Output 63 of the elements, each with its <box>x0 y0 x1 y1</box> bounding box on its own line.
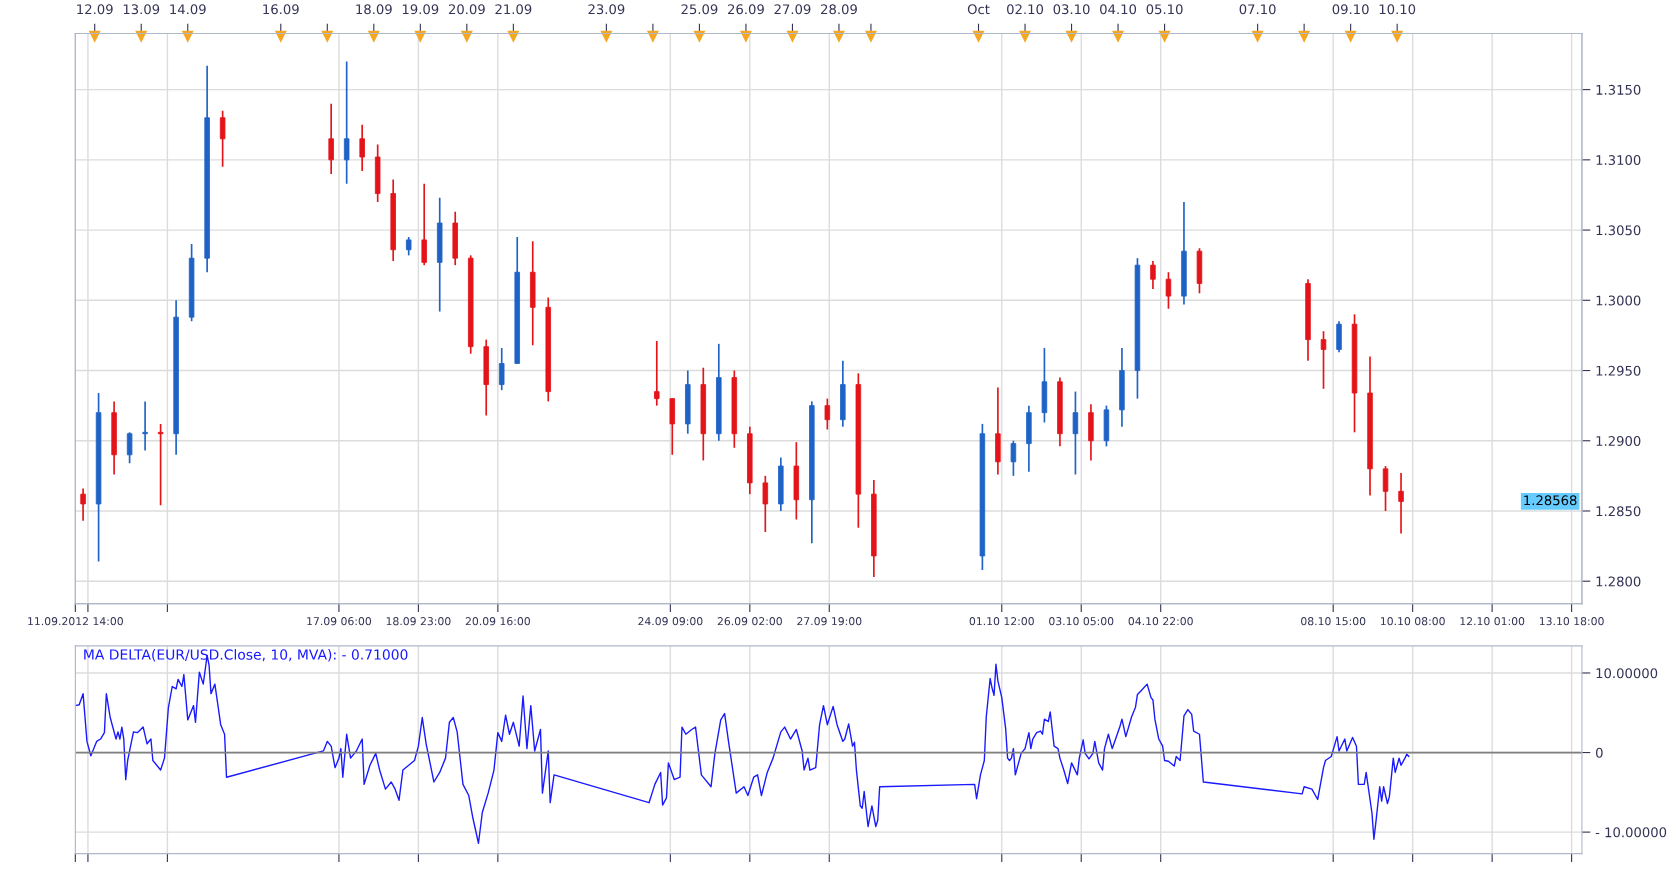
candlestick <box>1103 404 1110 448</box>
y-tick-label: 1.2800 <box>1596 576 1641 587</box>
x-tick-label: 03.10 05:00 <box>1049 617 1114 626</box>
x-tick-label: 20.09 16:00 <box>465 617 530 626</box>
x-tick-label: 04.10 22:00 <box>1128 617 1193 626</box>
x-tick-label: 10.10 08:00 <box>1381 617 1445 626</box>
x-tick-label: 08.10 15:00 <box>1301 617 1366 626</box>
x-tick-label: 27.09 19:00 <box>797 617 862 626</box>
y-tick-label: 1.3000 <box>1596 295 1641 306</box>
candlestick <box>1196 247 1203 295</box>
x-tick-label: 11.09.2012 14:00 <box>28 617 123 626</box>
y-tick-label: 0 <box>1595 747 1603 758</box>
x2-tick-label: 18.09 <box>356 4 392 15</box>
x2-tick-label: 02.10 <box>1007 4 1044 15</box>
x2-tick-label: 21.09 <box>495 4 532 15</box>
candlestick <box>824 397 831 431</box>
x2-tick-label: 23.09 <box>588 4 625 15</box>
x-tick-label: 18.09 23:00 <box>386 617 451 626</box>
candlestick <box>1041 347 1048 424</box>
x2-tick-label: 14.09 <box>170 4 206 15</box>
x2-tick-label: Oct <box>967 4 990 15</box>
y-tick-label: 1.3100 <box>1596 155 1641 166</box>
candlestick <box>855 372 862 529</box>
x-tick-label: 17.09 06:00 <box>307 617 372 626</box>
candlestick <box>1134 257 1141 400</box>
x2-tick-label: 19.09 <box>402 4 439 15</box>
candlestick <box>95 392 102 563</box>
x2-tick-label: 10.10 <box>1379 4 1416 15</box>
candlestick <box>1382 465 1389 512</box>
x2-tick-label: 12.09 <box>77 4 113 15</box>
x-tick-label: 26.09 02:00 <box>717 617 782 626</box>
y-tick-label: 10.00000 <box>1596 668 1658 679</box>
x2-tick-label: 25.09 <box>681 4 718 15</box>
x2-tick-label: 26.09 <box>728 4 764 15</box>
candlestick <box>1072 390 1079 476</box>
x2-tick-label: 09.10 <box>1332 4 1369 15</box>
candlestick <box>126 431 133 465</box>
x2-tick-label: 16.09 <box>263 4 299 15</box>
y-tick-label: 1.2950 <box>1596 365 1641 376</box>
candlestick <box>1165 271 1172 310</box>
candlestick <box>188 243 195 323</box>
x2-tick-label: 07.10 <box>1239 4 1276 15</box>
y-tick-label: 1.2900 <box>1596 435 1641 446</box>
candlestick <box>219 109 226 168</box>
y-tick-label: - 10.00000 <box>1595 827 1667 838</box>
y-tick-label: 1.3050 <box>1596 225 1641 236</box>
candlestick <box>1010 439 1017 477</box>
x-tick-label: 01.10 12:00 <box>969 617 1034 626</box>
x2-tick-label: 28.09 <box>821 4 857 15</box>
x-tick-label: 12.10 01:00 <box>1460 617 1525 626</box>
x-tick-label: 13.10 18:00 <box>1539 617 1604 626</box>
y-tick-label: 1.2850 <box>1596 506 1641 517</box>
x2-tick-label: 05.10 <box>1146 4 1183 15</box>
chart-title: MA DELTA(EUR/USD.Close, 10, MVA): - 0.71000 <box>84 649 408 662</box>
annotation: 1.28568 <box>1524 495 1577 506</box>
x2-tick-label: 27.09 <box>774 4 811 15</box>
x2-tick-label: 03.10 <box>1053 4 1090 15</box>
x2-tick-label: 20.09 <box>448 4 485 15</box>
x2-tick-label: 04.10 <box>1100 4 1137 15</box>
y-tick-label: 1.3150 <box>1596 84 1641 95</box>
x-tick-label: 24.09 09:00 <box>638 617 703 626</box>
x2-tick-label: 13.09 <box>123 4 160 15</box>
candlestick <box>979 423 986 571</box>
